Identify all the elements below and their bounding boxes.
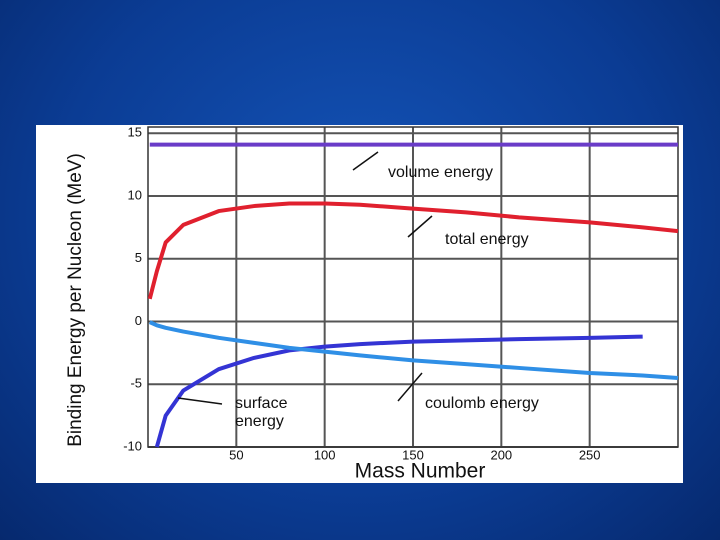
leader-line: [407, 215, 433, 238]
y-tick-label: 0: [135, 313, 142, 328]
y-tick-label: -10: [123, 438, 142, 453]
chart-panel: [36, 125, 683, 483]
line-series: [154, 334, 643, 448]
y-tick-label: 10: [128, 187, 142, 202]
y-tick-label: -5: [130, 376, 142, 391]
x-tick-label: 200: [490, 447, 512, 462]
y-tick-label: 5: [135, 250, 142, 265]
line-series: [147, 201, 679, 300]
y-axis-label: Binding Energy per Nucleon (MeV): [65, 153, 86, 447]
plot-frame: [147, 126, 679, 448]
annotation: volume energy: [388, 164, 493, 181]
leader-line: [397, 372, 423, 402]
leader-line: [352, 151, 379, 171]
x-tick-label: 100: [314, 447, 336, 462]
annotation: coulomb energy: [425, 395, 539, 412]
x-tick-label: 250: [579, 447, 601, 462]
x-tick-label: 150: [402, 447, 424, 462]
annotation: surface: [235, 395, 288, 412]
line-series: [148, 320, 679, 380]
leader-line: [177, 397, 223, 405]
annotation: total energy: [445, 231, 529, 248]
y-tick-label: 15: [128, 125, 142, 140]
annotation: energy: [235, 413, 284, 430]
x-tick-label: 50: [229, 447, 243, 462]
x-axis-label: Mass Number: [355, 460, 486, 483]
